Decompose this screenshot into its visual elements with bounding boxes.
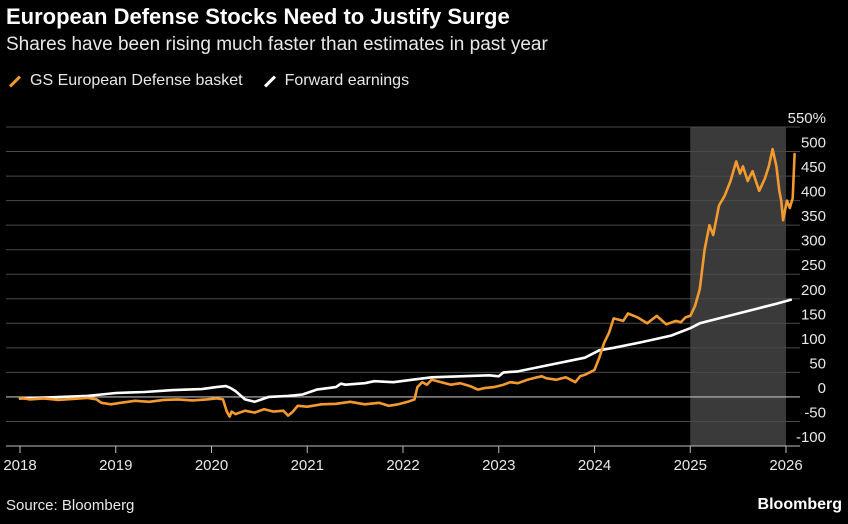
- series-line-earnings: [18, 298, 793, 404]
- y-tick-label: 50: [809, 355, 826, 372]
- legend-label-basket: GS European Defense basket: [30, 72, 243, 89]
- x-tick-label: 2023: [482, 457, 515, 474]
- y-tick-label: -50: [804, 404, 826, 421]
- legend-label-earnings: Forward earnings: [284, 72, 410, 89]
- x-tick-label: 2025: [674, 457, 707, 474]
- y-tick-label: 350: [801, 208, 826, 225]
- y-tick-label: -100: [796, 429, 826, 446]
- x-tick-label: 2020: [195, 457, 228, 474]
- y-tick-label: 300: [801, 233, 826, 250]
- x-tick-label: 2019: [99, 457, 132, 474]
- y-tick-label: 400: [801, 184, 826, 201]
- y-tick-label: 150: [801, 306, 826, 323]
- y-tick-label: 200: [801, 282, 826, 299]
- highlight-band: [690, 127, 786, 446]
- bloomberg-logo: Bloomberg: [757, 496, 842, 513]
- x-tick-label: 2018: [3, 457, 36, 474]
- chart-subtitle: Shares have been rising much faster than…: [6, 34, 548, 55]
- series-line-basket: [18, 147, 796, 418]
- x-tick-label: 2021: [291, 457, 324, 474]
- y-tick-label: 100: [801, 331, 826, 348]
- x-tick-label: 2022: [386, 457, 419, 474]
- y-tick-label: 500: [801, 135, 826, 152]
- legend-item-basket: GS European Defense basket: [6, 72, 243, 90]
- chart-title: European Defense Stocks Need to Justify …: [6, 4, 510, 29]
- y-tick-label: 0: [818, 380, 826, 397]
- source-note: Source: Bloomberg: [6, 497, 135, 514]
- y-tick-label: 250: [801, 257, 826, 274]
- x-tick-label: 2026: [769, 457, 802, 474]
- x-tick-label: 2024: [578, 457, 611, 474]
- y-tick-label: 550%: [788, 110, 826, 127]
- legend-item-earnings: Forward earnings: [261, 72, 410, 90]
- y-tick-label: 450: [801, 159, 826, 176]
- legend: GS European Defense basket Forward earni…: [6, 72, 427, 90]
